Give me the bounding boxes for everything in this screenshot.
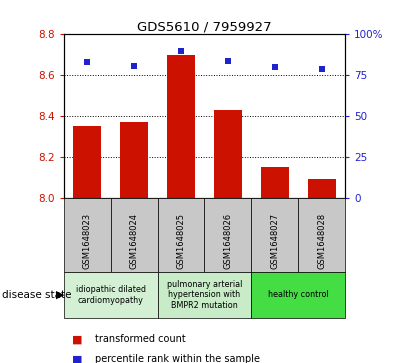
- Text: healthy control: healthy control: [268, 290, 329, 299]
- Text: percentile rank within the sample: percentile rank within the sample: [95, 354, 259, 363]
- Text: idiopathic dilated
cardiomyopathy: idiopathic dilated cardiomyopathy: [76, 285, 145, 305]
- Bar: [64, 272, 157, 318]
- Bar: [261, 167, 289, 198]
- Point: [131, 62, 137, 68]
- Bar: [252, 272, 345, 318]
- Text: ■: ■: [72, 354, 83, 363]
- Bar: [73, 126, 101, 198]
- Text: GSM1648028: GSM1648028: [317, 212, 326, 269]
- Bar: [64, 198, 111, 272]
- Text: disease state: disease state: [2, 290, 72, 300]
- Bar: [214, 110, 242, 198]
- Title: GDS5610 / 7959927: GDS5610 / 7959927: [137, 20, 272, 33]
- Text: GSM1648023: GSM1648023: [83, 212, 92, 269]
- Text: pulmonary arterial
hypertension with
BMPR2 mutation: pulmonary arterial hypertension with BMP…: [167, 280, 242, 310]
- Text: GSM1648025: GSM1648025: [176, 212, 185, 269]
- Text: GSM1648024: GSM1648024: [129, 212, 139, 269]
- Point: [178, 48, 184, 54]
- Bar: [120, 122, 148, 198]
- Point: [225, 58, 231, 64]
- Bar: [111, 198, 157, 272]
- Point: [272, 64, 278, 70]
- Text: GSM1648027: GSM1648027: [270, 212, 279, 269]
- Bar: [308, 179, 336, 198]
- Text: ▶: ▶: [56, 290, 65, 300]
- Text: ■: ■: [72, 334, 83, 344]
- Bar: [298, 198, 345, 272]
- Bar: [157, 198, 205, 272]
- Bar: [252, 198, 298, 272]
- Text: transformed count: transformed count: [95, 334, 185, 344]
- Text: GSM1648026: GSM1648026: [224, 212, 233, 269]
- Point: [319, 66, 325, 72]
- Bar: [157, 272, 252, 318]
- Bar: [205, 198, 252, 272]
- Point: [84, 59, 90, 65]
- Bar: [167, 55, 195, 198]
